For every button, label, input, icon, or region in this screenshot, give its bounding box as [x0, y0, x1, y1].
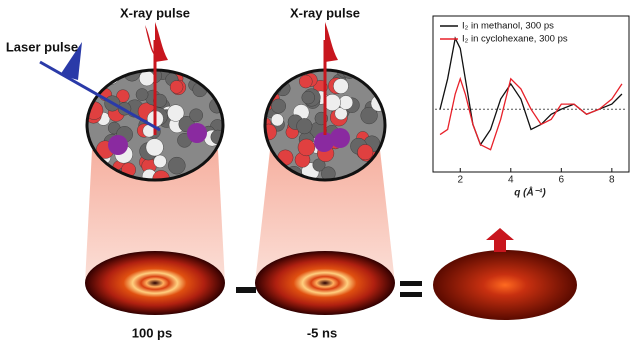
atom — [298, 139, 315, 156]
page: {"labels": {"xray_left": "X-ray pulse", … — [0, 0, 631, 344]
time-label: -5 ns — [307, 325, 337, 340]
legend-label: I₂ in methanol, 300 ps — [462, 21, 554, 32]
xray-pulse — [325, 22, 338, 62]
diffraction-pattern — [85, 251, 225, 315]
atom — [324, 94, 341, 111]
x-tick-label: 6 — [559, 175, 565, 186]
equals-sign — [400, 281, 422, 286]
atom — [190, 109, 203, 122]
iodine — [187, 123, 207, 143]
atom — [276, 61, 294, 79]
iodine — [330, 128, 350, 148]
atom — [168, 157, 185, 174]
atom — [297, 118, 313, 134]
difference-pattern — [433, 250, 577, 320]
iodine — [108, 135, 128, 155]
atom — [272, 63, 289, 80]
equals-sign — [400, 292, 422, 297]
atom — [136, 88, 148, 100]
x-tick-label: 2 — [457, 175, 463, 186]
atom — [299, 75, 312, 88]
atom — [271, 99, 285, 113]
laser-label: Laser pulse — [6, 39, 78, 54]
atom — [260, 124, 276, 140]
x-tick-label: 4 — [508, 175, 514, 186]
xray-label: X-ray pulse — [120, 5, 190, 20]
atom — [104, 68, 116, 80]
legend-label: I₂ in cyclohexane, 300 ps — [462, 34, 568, 45]
arrow-up — [486, 228, 514, 252]
diffraction-pattern — [255, 251, 395, 315]
atom — [372, 63, 386, 77]
atom — [357, 144, 373, 160]
atom — [339, 96, 353, 110]
figure: X-ray pulse X-ray pulse Laser pulse 100 … — [0, 0, 631, 344]
atom — [139, 71, 154, 86]
atom — [170, 80, 183, 93]
atom — [154, 155, 167, 168]
x-tick-label: 8 — [609, 175, 615, 186]
atom — [333, 79, 348, 94]
xray-label: X-ray pulse — [290, 5, 360, 20]
time-label: 100 ps — [132, 325, 172, 340]
atom — [302, 91, 315, 104]
atom — [146, 139, 163, 156]
minus-sign — [236, 287, 256, 293]
xray-pulse — [145, 22, 168, 62]
atom — [271, 114, 283, 126]
x-axis-label: q (Å⁻¹) — [514, 186, 546, 199]
